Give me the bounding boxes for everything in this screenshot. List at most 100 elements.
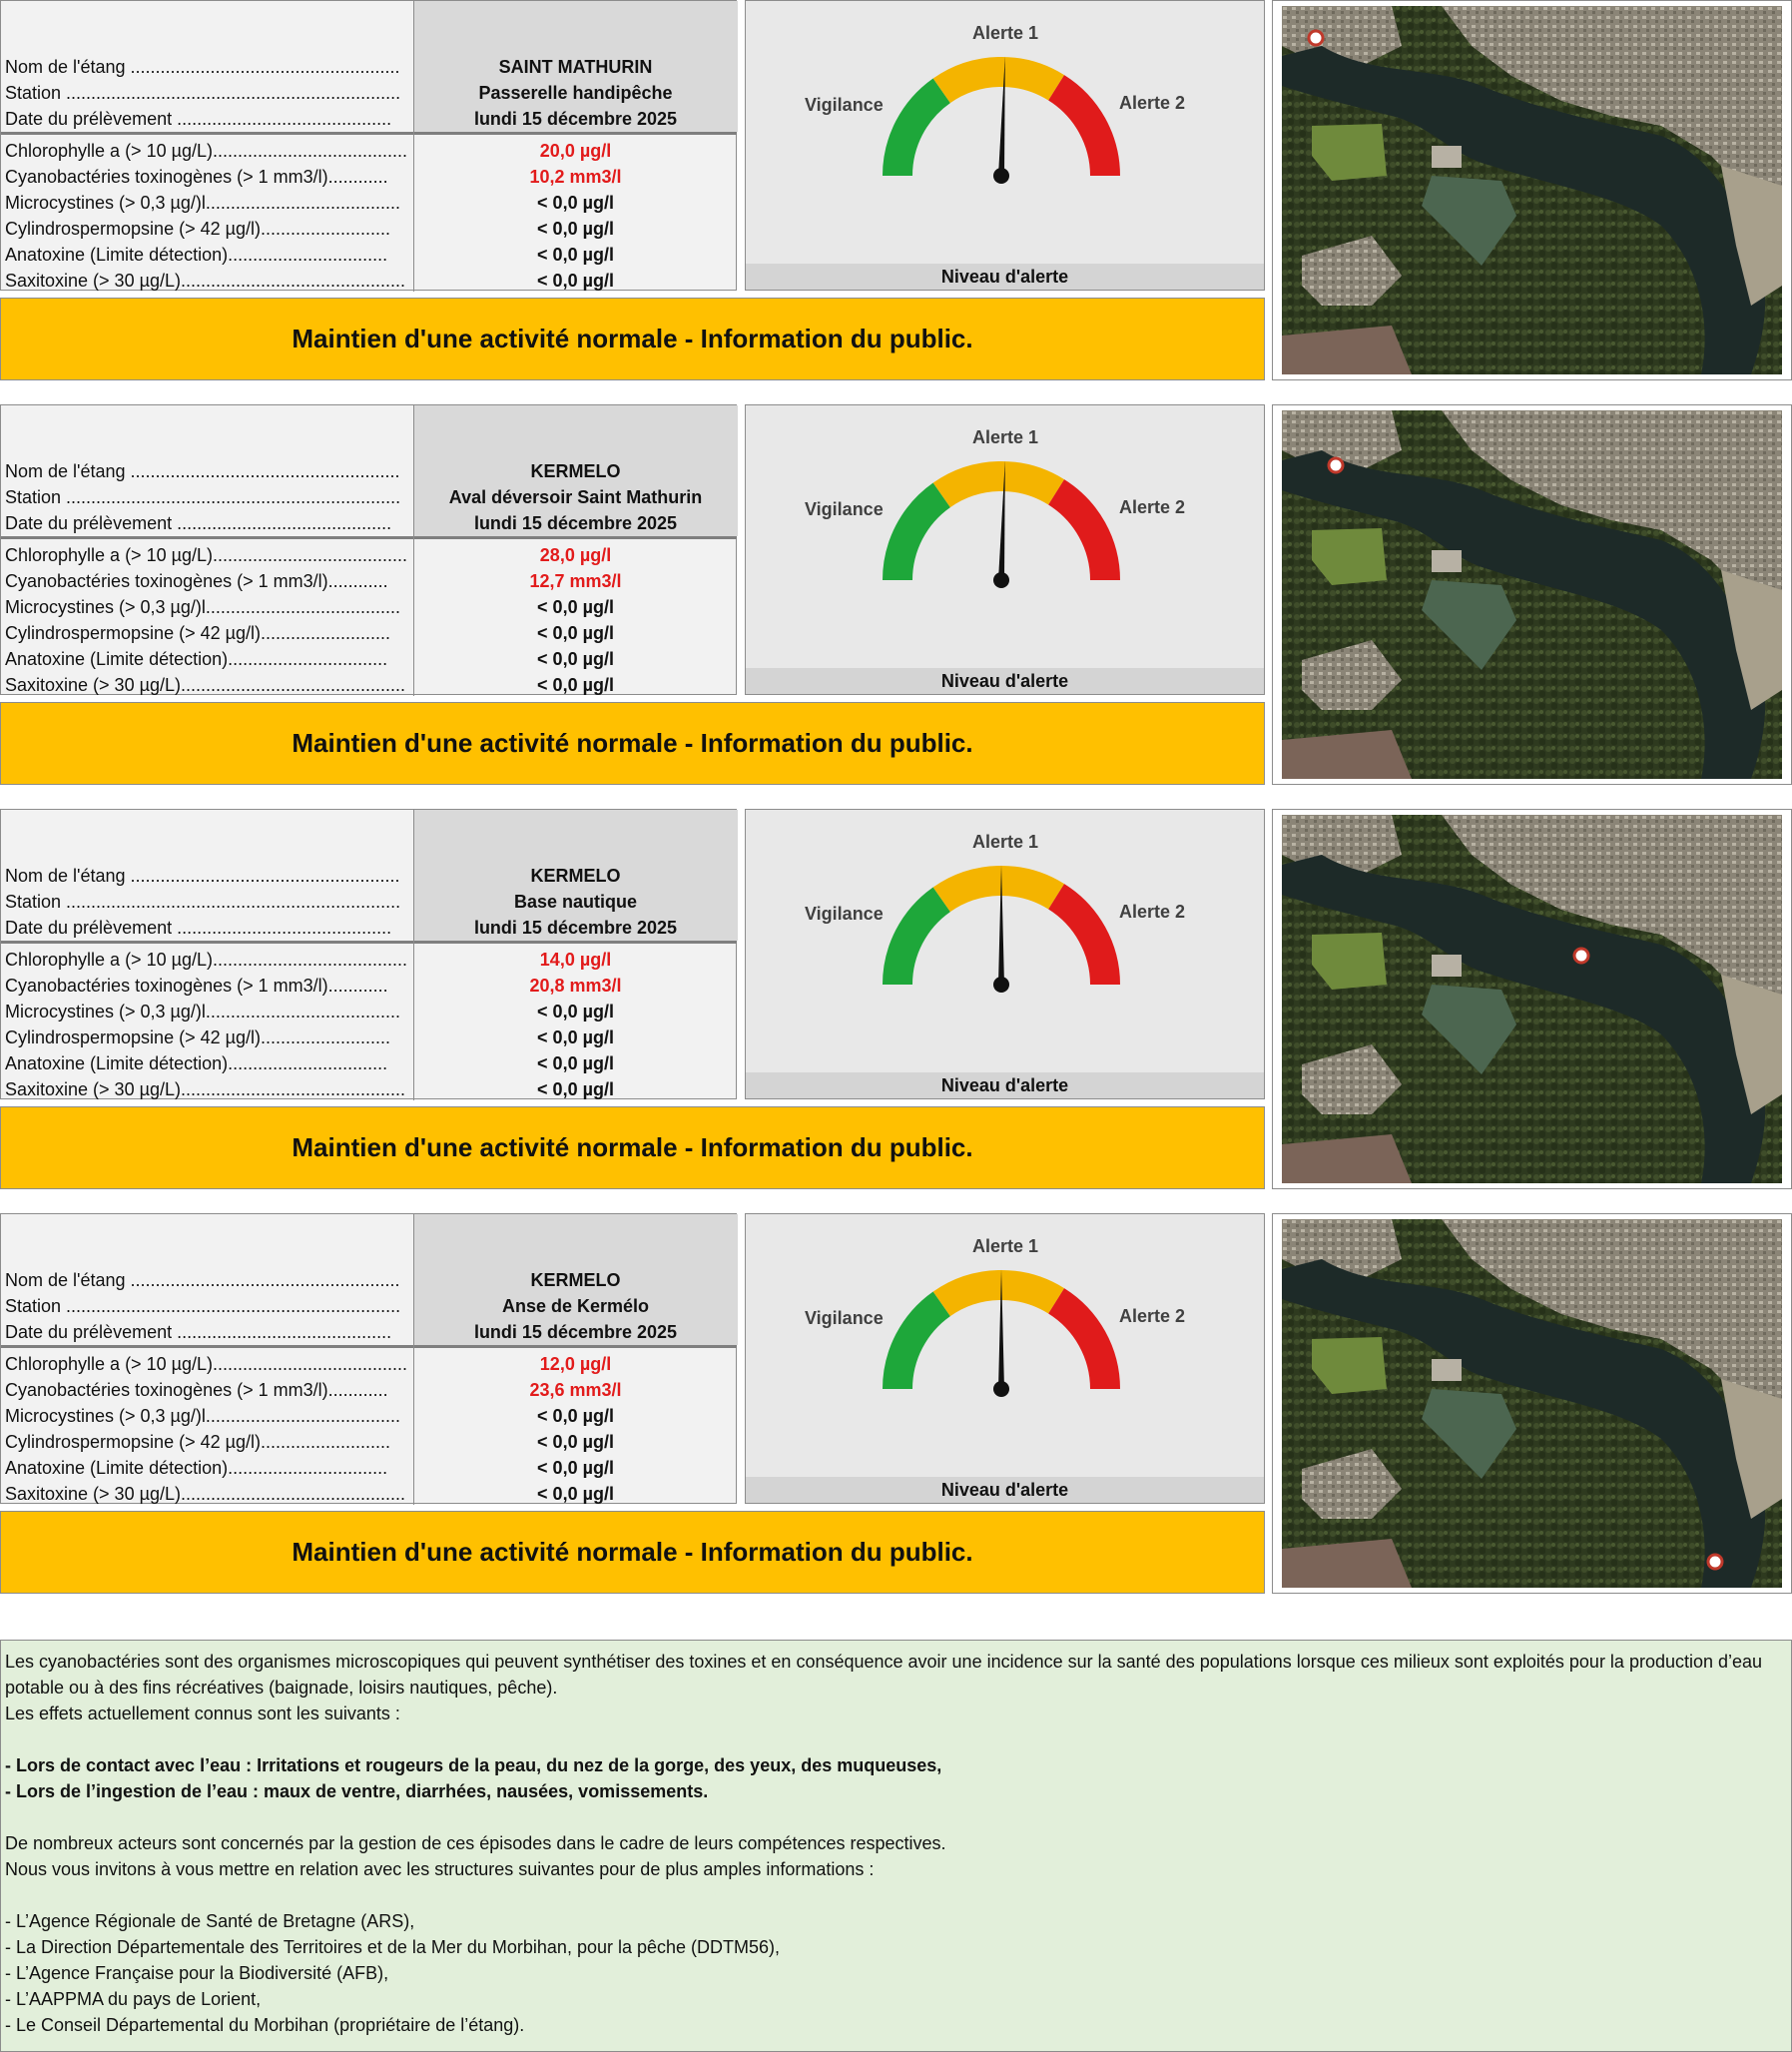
parameter-label: Cyanobactéries toxinogènes (> 1 mm3/l)..… [5, 1380, 388, 1400]
sample-date-label: Date du prélèvement ....................… [5, 109, 392, 129]
gauge-red-zone [1047, 75, 1120, 177]
sample-date-row: Date du prélèvement ....................… [1, 1319, 737, 1345]
parameter-row: Chlorophylle a (> 10 µg/L)..............… [1, 1351, 737, 1377]
gauge-red-zone [1047, 479, 1120, 581]
pond-name-row: Nom de l'étang .........................… [1, 1267, 737, 1293]
pond-name-value: SAINT MATHURIN [498, 57, 653, 77]
gauge-needle-hub [993, 977, 1009, 993]
info-invite: Nous vous invitons à vous mettre en rela… [5, 1859, 875, 1879]
gauge-label-alerte1: Alerte 1 [972, 427, 1039, 447]
recommendation-banner: Maintien d'une activité normale - Inform… [0, 298, 1265, 380]
parameter-value: < 0,0 µg/l [537, 1027, 614, 1047]
gauge-dial [883, 865, 1120, 993]
parameter-value: < 0,0 µg/l [537, 271, 614, 291]
info-effects-title: Les effets actuellement connus sont les … [5, 1704, 400, 1723]
parameter-row: Anatoxine (Limite détection)............… [1, 1050, 737, 1076]
gauge-dial [883, 460, 1120, 588]
info-spacer [5, 1804, 1787, 1830]
sample-date-value: lundi 15 décembre 2025 [473, 109, 678, 129]
parameter-row: Chlorophylle a (> 10 µg/L)..............… [1, 542, 737, 568]
parameter-label: Chlorophylle a (> 10 µg/L)..............… [5, 141, 408, 161]
parameter-value: < 0,0 µg/l [537, 597, 614, 617]
header-separator [1, 941, 737, 944]
parameter-label: Anatoxine (Limite détection)............… [5, 245, 388, 265]
station-marker [1307, 29, 1325, 47]
sample-date-row: Date du prélèvement ....................… [1, 106, 737, 132]
parameter-value: < 0,0 µg/l [537, 623, 614, 643]
recommendation-banner: Maintien d'une activité normale - Inform… [0, 1511, 1265, 1594]
parameter-row: Cyanobactéries toxinogènes (> 1 mm3/l)..… [1, 1377, 737, 1403]
pond-name-value: KERMELO [530, 461, 621, 481]
parameter-label: Saxitoxine (> 30 µg/L)..................… [5, 1079, 406, 1099]
parameter-label: Microcystines (> 0,3 µg/)l..............… [5, 597, 400, 617]
info-org: - L’Agence Française pour la Biodiversit… [5, 1963, 389, 1983]
gauge-needle-hub [993, 1381, 1009, 1397]
parameter-label: Chlorophylle a (> 10 µg/L)..............… [5, 1354, 408, 1374]
sample-date-row: Date du prélèvement ....................… [1, 915, 737, 941]
info-actors: De nombreux acteurs sont concernés par l… [5, 1833, 946, 1853]
parameter-value: < 0,0 µg/l [537, 193, 614, 213]
gauge-needle-hub [993, 572, 1009, 588]
sample-date-label: Date du prélèvement ....................… [5, 1322, 392, 1342]
info-org: - L’Agence Régionale de Santé de Bretagn… [5, 1911, 415, 1931]
station-block: Nom de l'étang .........................… [0, 404, 1792, 785]
parameter-value: < 0,0 µg/l [537, 1053, 614, 1073]
header-values [413, 810, 738, 941]
gauge-label-vigilance: Vigilance [805, 1308, 884, 1328]
parameter-label: Cylindrospermopsine (> 42 µg/l).........… [5, 1432, 391, 1452]
parameter-row: Anatoxine (Limite détection)............… [1, 1455, 737, 1481]
recommendation-banner: Maintien d'une activité normale - Inform… [0, 1106, 1265, 1189]
parameter-row: Microcystines (> 0,3 µg/)l..............… [1, 999, 737, 1025]
sample-date-label: Date du prélèvement ....................… [5, 513, 392, 533]
station-label: Station ................................… [5, 83, 401, 103]
parameter-value: < 0,0 µg/l [537, 675, 614, 695]
parameter-value: < 0,0 µg/l [537, 649, 614, 669]
info-effect-ingestion: - Lors de l’ingestion de l’eau : maux de… [5, 1781, 709, 1801]
parameter-row: Cylindrospermopsine (> 42 µg/l).........… [1, 620, 737, 646]
gauge-label-vigilance: Vigilance [805, 499, 884, 519]
parameter-label: Cylindrospermopsine (> 42 µg/l).........… [5, 219, 391, 239]
results-table: Nom de l'étang .........................… [0, 0, 738, 292]
aerial-map-image [1282, 410, 1782, 779]
aerial-photo [1282, 1219, 1782, 1588]
parameter-value: < 0,0 µg/l [537, 219, 614, 239]
parameter-label: Microcystines (> 0,3 µg/)l..............… [5, 193, 400, 213]
parameter-value: 28,0 µg/l [539, 545, 612, 565]
info-org: - La Direction Départementale des Territ… [5, 1937, 781, 1957]
parameter-value: < 0,0 µg/l [537, 1079, 614, 1099]
gauge-dial [883, 56, 1120, 184]
aerial-photo [1282, 6, 1782, 374]
parameter-row: Cyanobactéries toxinogènes (> 1 mm3/l)..… [1, 568, 737, 594]
station-label: Station ................................… [5, 487, 401, 507]
parameter-label: Saxitoxine (> 30 µg/L)..................… [5, 271, 406, 291]
gauge-red-zone [1047, 1288, 1120, 1390]
parameter-row: Cyanobactéries toxinogènes (> 1 mm3/l)..… [1, 973, 737, 999]
parameter-row: Anatoxine (Limite détection)............… [1, 242, 737, 268]
station-value: Aval déversoir Saint Mathurin [448, 487, 703, 507]
gauge-footer: Niveau d'alerte [746, 1072, 1264, 1098]
sample-date-value: lundi 15 décembre 2025 [473, 918, 678, 938]
parameter-label: Anatoxine (Limite détection)............… [5, 649, 388, 669]
sample-date-value: lundi 15 décembre 2025 [473, 1322, 678, 1342]
parameter-label: Microcystines (> 0,3 µg/)l..............… [5, 1002, 400, 1022]
station-map [1272, 1213, 1792, 1594]
results-table: Nom de l'étang .........................… [0, 404, 738, 696]
parameter-row: Chlorophylle a (> 10 µg/L)..............… [1, 138, 737, 164]
pond-name-row: Nom de l'étang .........................… [1, 458, 737, 484]
header-separator [1, 536, 737, 539]
header-separator [1, 1345, 737, 1348]
info-spacer [5, 1726, 1787, 1752]
parameter-value: < 0,0 µg/l [537, 1432, 614, 1452]
parameter-row: Microcystines (> 0,3 µg/)l..............… [1, 1403, 737, 1429]
parameter-value: 12,7 mm3/l [529, 571, 622, 591]
gauge-label-vigilance: Vigilance [805, 904, 884, 924]
gauge-label-alerte2: Alerte 2 [1119, 93, 1186, 113]
gauge-label-vigilance: Vigilance [805, 95, 884, 115]
aerial-photo [1282, 815, 1782, 1183]
station-marker [1706, 1553, 1724, 1571]
gauge-label-alerte2: Alerte 2 [1119, 902, 1186, 922]
gauge-footer: Niveau d'alerte [746, 264, 1264, 290]
gauge-green-zone [883, 1291, 951, 1390]
pond-name-label: Nom de l'étang .........................… [5, 57, 400, 77]
station-row: Station ................................… [1, 1293, 737, 1319]
